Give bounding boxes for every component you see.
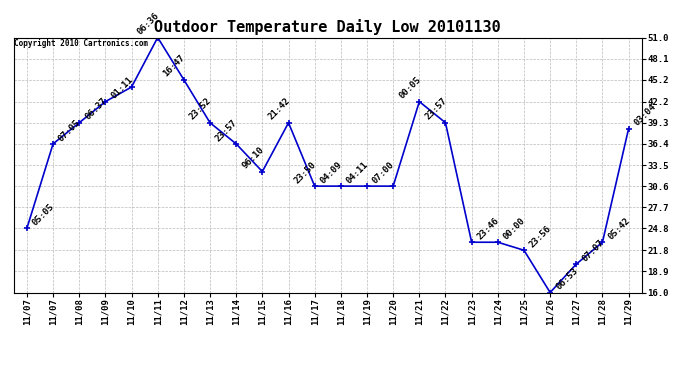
Text: 23:46: 23:46	[475, 216, 501, 242]
Text: 07:00: 07:00	[371, 160, 396, 185]
Text: 01:11: 01:11	[109, 75, 135, 101]
Text: 16:47: 16:47	[161, 54, 187, 79]
Text: 23:50: 23:50	[293, 160, 318, 185]
Text: 06:53: 06:53	[554, 266, 580, 292]
Text: 23:57: 23:57	[423, 96, 448, 122]
Text: 03:04: 03:04	[633, 102, 658, 128]
Text: 04:09: 04:09	[319, 160, 344, 185]
Text: 23:52: 23:52	[188, 96, 213, 122]
Text: 07:07: 07:07	[580, 238, 606, 263]
Text: Copyright 2010 Cartronics.com: Copyright 2010 Cartronics.com	[14, 39, 148, 48]
Text: 23:56: 23:56	[528, 224, 553, 249]
Text: 05:05: 05:05	[31, 202, 56, 228]
Text: 23:57: 23:57	[214, 118, 239, 143]
Text: 06:36: 06:36	[135, 11, 161, 37]
Text: 96:10: 96:10	[240, 145, 266, 171]
Title: Outdoor Temperature Daily Low 20101130: Outdoor Temperature Daily Low 20101130	[155, 19, 501, 35]
Text: 04:11: 04:11	[345, 160, 370, 185]
Text: 06:37: 06:37	[83, 96, 108, 122]
Text: 00:05: 00:05	[397, 75, 422, 101]
Text: 07:05: 07:05	[57, 118, 82, 143]
Text: 05:42: 05:42	[607, 216, 632, 242]
Text: 00:00: 00:00	[502, 216, 527, 242]
Text: 21:42: 21:42	[266, 96, 292, 122]
